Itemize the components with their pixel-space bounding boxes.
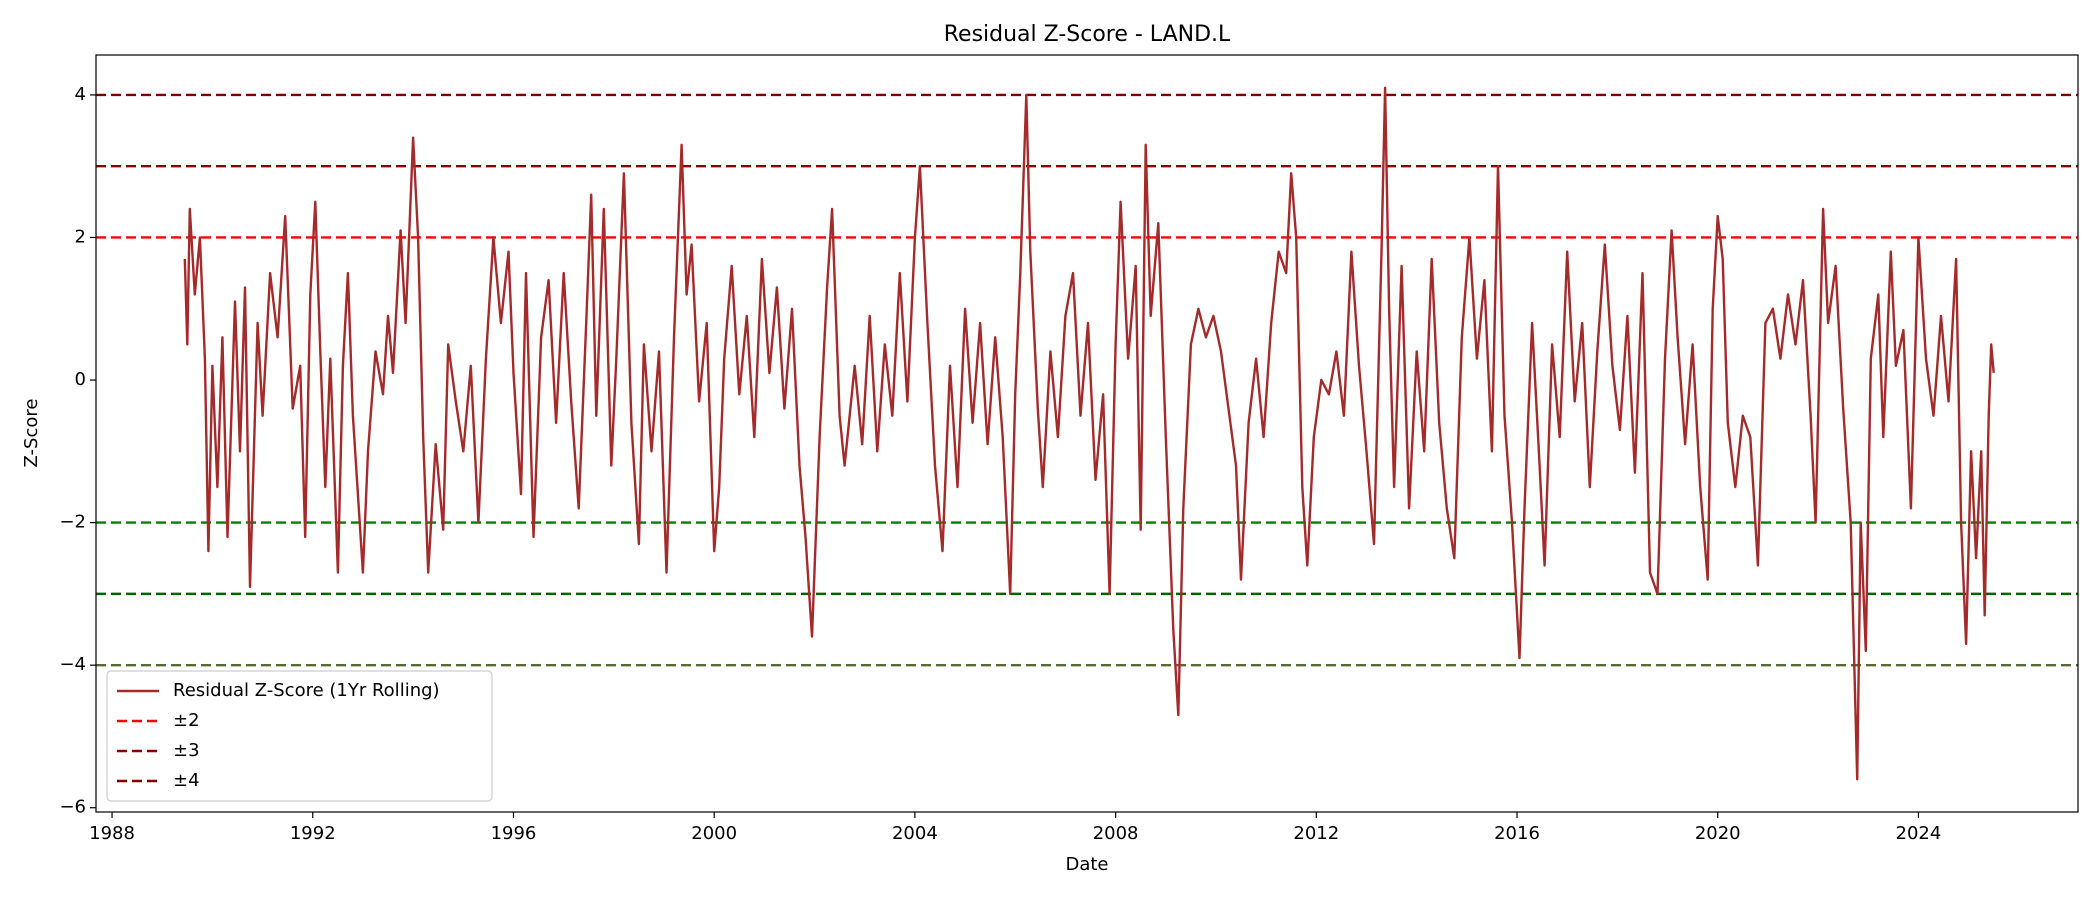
x-tick-label: 2024 (1896, 823, 1942, 844)
y-tick-label: −6 (59, 797, 86, 818)
x-tick-label: 2012 (1293, 823, 1339, 844)
x-tick-label: 1996 (491, 823, 537, 844)
data-line (183, 86, 1995, 781)
x-tick-label: 2004 (892, 823, 938, 844)
y-tick-label: 2 (75, 226, 86, 247)
x-tick-label: 2008 (1093, 823, 1139, 844)
legend-label: ±4 (173, 770, 200, 791)
plot-frame (95, 54, 2079, 813)
x-axis-label: Date (1065, 854, 1108, 875)
chart-title: Residual Z-Score - LAND.L (944, 22, 1231, 47)
x-tick-label: 1988 (89, 823, 135, 844)
legend-label: Residual Z-Score (1Yr Rolling) (173, 680, 440, 701)
y-tick-label: 4 (75, 84, 86, 105)
y-axis-label: Z-Score (21, 399, 42, 468)
x-tick-label: 2020 (1695, 823, 1741, 844)
x-tick-label: 2000 (691, 823, 737, 844)
legend-label: ±2 (173, 710, 200, 731)
y-tick-label: −4 (59, 654, 86, 675)
x-tick-label: 1992 (290, 823, 336, 844)
legend-box (106, 670, 493, 802)
x-tick-label: 2016 (1494, 823, 1540, 844)
legend-label: ±3 (173, 740, 200, 761)
y-tick-label: −2 (59, 512, 86, 533)
y-tick-label: 0 (75, 369, 86, 390)
